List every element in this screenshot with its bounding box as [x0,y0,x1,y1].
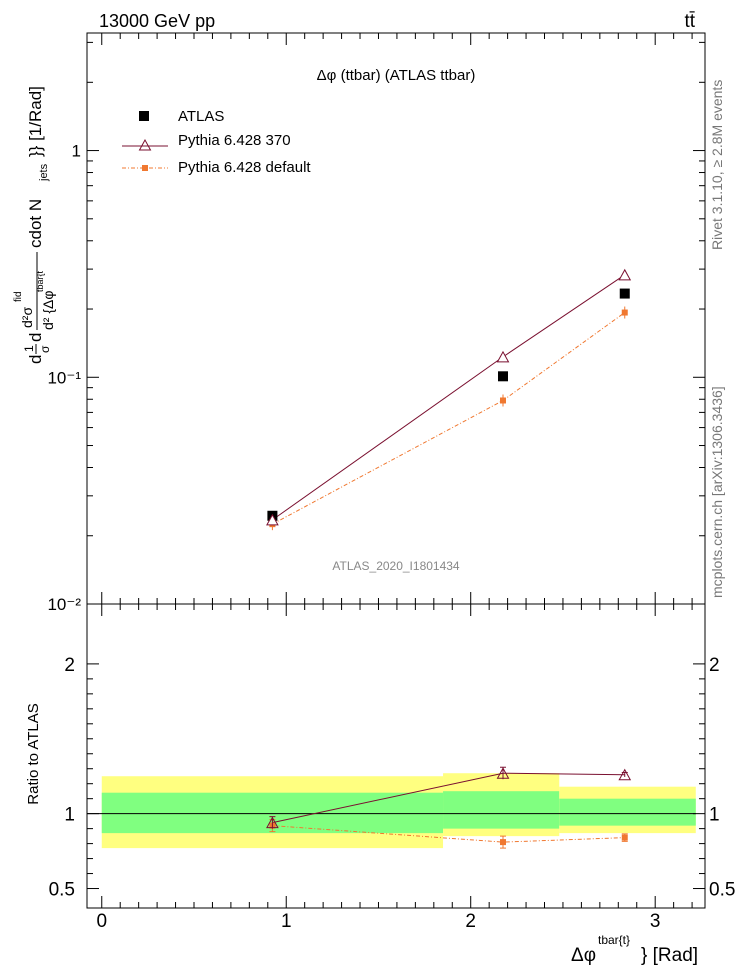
rivet-version-text: Rivet 3.1.10, ≥ 2.8M events [709,80,725,250]
ylabel-d2sigma: d²σ [19,307,35,328]
ylabel-d: d [26,355,45,364]
atlas-data-point [619,288,630,299]
main-marks [266,268,632,531]
pythia-370-point [618,268,632,281]
pythia-370-point [266,513,279,526]
legend-default-marker [142,165,148,171]
ratio-bands [87,773,696,849]
x-tick-label: 3 [650,911,661,932]
pythia-370-point [496,350,510,363]
ratio-y-tick-label-left: 1 [64,805,75,826]
ratio-pythia-370-point [496,767,510,779]
ylabel-cdot: cdot N [26,199,45,248]
ylabel-sigma: σ [38,345,52,353]
legend-p370-label: Pythia 6.428 370 [178,132,291,149]
ratio-ticks: 0.5 0.5 1 1 2 2 0 1 2 3 [49,604,735,932]
x-tick-label: 2 [465,911,476,932]
legend-atlas-marker [139,111,149,121]
ratio-pythia-default-point [499,839,506,846]
x-tick-label: 1 [281,911,292,932]
ratio-y-tick-label-right: 0.5 [709,880,735,901]
ylabel-d-2: d [26,333,45,342]
xlabel-main: Δφ [571,945,596,966]
mcplots-reference-text: mcplots.cern.ch [arXiv:1306.3436] [709,386,725,598]
ylabel-tbart: tbar{t [35,270,45,292]
ratio-pythia-370-point [266,816,279,829]
ratio-marks [266,766,632,849]
ratio-inner-uncertainty-band [443,791,560,829]
ratio-y-tick-label-right: 1 [709,805,720,826]
pythia-default-point [499,397,506,404]
ratio-panel: 0.5 0.5 1 1 2 2 0 1 2 3 Ratio to ATLAS Δφ tbar{t}… [25,603,735,966]
energy-label: 13000 GeV pp [99,11,215,31]
series-pythia-default-line [272,312,626,525]
x-axis-label: Δφ tbar{t} } [Rad] [571,933,698,966]
pythia-default-point [621,309,628,316]
main-y-axis-label: d 1 σ d d²σ fid d² {Δφ tbar{t cdot N jet… [13,86,56,364]
xlabel-sup: tbar{t} [598,933,630,947]
plot-title: Δφ (ttbar) (ATLAS ttbar) [317,67,476,84]
ylabel-jets: jets [38,163,50,182]
legend-atlas-label: ATLAS [178,108,224,125]
analysis-tag: ATLAS_2020_I1801434 [332,559,460,573]
ratio-y-axis-label: Ratio to ATLAS [25,703,42,804]
ratio-pythia-default-point [621,834,628,841]
ratio-frame [86,603,706,909]
xlabel-tail: } [Rad] [641,945,698,966]
main-y-tick-label: 1 [72,142,81,161]
main-panel: 1 10⁻¹ 10⁻² Δφ (ttbar) (ATLAS ttbar) ATLAS… [13,32,706,614]
ylabel-one: 1 [22,345,36,352]
ratio-inner-uncertainty-band [559,798,696,826]
ratio-y-tick-label-right: 2 [709,655,720,676]
ratio-y-tick-label-left: 2 [64,655,75,676]
ratio-y-tick-label-left: 0.5 [49,880,75,901]
series-pythia-370-line [272,274,626,521]
ylabel-fid: fid [13,291,24,302]
legend-p370-marker [138,138,152,151]
ratio-pythia-370-point [618,768,632,781]
ylabel-denominator: d² {Δφ [40,291,56,330]
legend: ATLAS Pythia 6.428 370 Pythia 6.428 defa… [122,108,311,176]
atlas-data-point [497,371,508,382]
ylabel-tail: }} [1/Rad] [26,86,45,157]
main-y-tick-label: 10⁻² [47,595,81,614]
main-y-tick-label: 10⁻¹ [47,368,81,387]
legend-default-label: Pythia 6.428 default [178,159,311,176]
main-ticks: 1 10⁻¹ 10⁻² [47,33,705,614]
x-tick-label: 0 [96,911,107,932]
process-label: tt̄ [684,11,695,32]
